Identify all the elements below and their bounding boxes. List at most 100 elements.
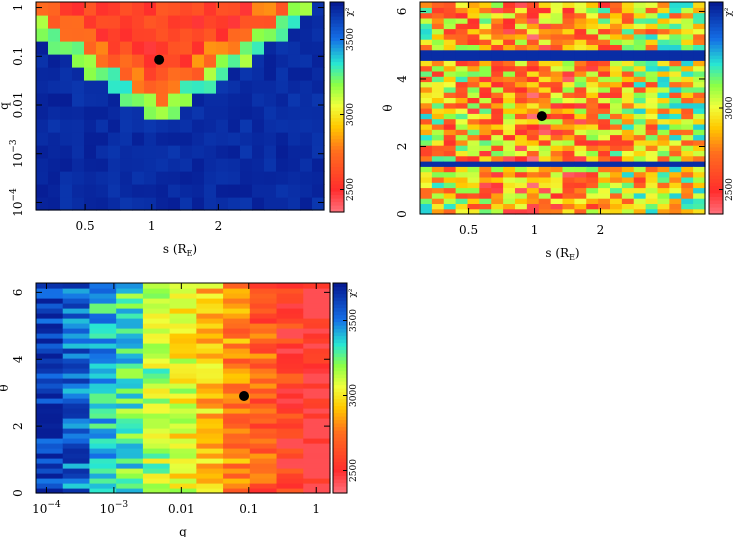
heatmap-cell <box>645 102 659 109</box>
heatmap-cell <box>169 443 197 449</box>
heatmap-cell <box>455 86 469 93</box>
heatmap-cell <box>681 161 694 167</box>
heatmap-cell <box>574 7 587 14</box>
colorbar-swatch <box>333 402 347 407</box>
heatmap-cell <box>515 23 528 30</box>
heatmap-cell <box>693 92 706 98</box>
colorbar-tick-label: 2500 <box>349 459 359 482</box>
heatmap-cell <box>223 413 251 419</box>
heatmap-cell <box>288 158 301 172</box>
heatmap-cell <box>467 182 480 189</box>
heatmap-cell <box>420 192 433 199</box>
heatmap-cell <box>443 134 457 141</box>
heatmap-cell <box>303 338 331 344</box>
heatmap-cell <box>562 118 575 125</box>
heatmap-cell <box>223 318 251 324</box>
colorbar-swatch <box>330 145 344 150</box>
heatmap-cell <box>168 171 181 185</box>
heatmap-cell <box>276 458 304 464</box>
y-tick-label: 10−3 <box>9 139 25 168</box>
heatmap-cell <box>300 184 313 198</box>
heatmap-cell <box>515 129 528 136</box>
heatmap-cell <box>479 97 492 104</box>
heatmap-cell <box>633 81 647 88</box>
heatmap-cell <box>645 28 659 35</box>
heatmap-cell <box>503 192 516 199</box>
heatmap-cell <box>300 54 313 68</box>
heatmap-cell <box>669 7 682 14</box>
heatmap-cell <box>479 123 492 130</box>
heatmap-cell <box>645 176 659 183</box>
heatmap-cell <box>96 28 109 42</box>
heatmap-cell <box>503 134 516 141</box>
heatmap-cell <box>303 293 331 299</box>
heatmap-cell <box>142 338 171 344</box>
heatmap-cell <box>491 44 504 51</box>
heatmap-cell <box>503 113 516 120</box>
heatmap-cell <box>276 398 304 404</box>
heatmap-cell <box>657 23 670 30</box>
heatmap-cell <box>455 155 469 162</box>
heatmap-cell <box>62 473 91 479</box>
colorbar-frame <box>332 282 348 494</box>
heatmap-cell <box>515 55 528 61</box>
heatmap-cell <box>586 2 599 8</box>
heatmap-cell <box>312 145 325 159</box>
heatmap-cell <box>89 448 117 454</box>
heatmap-cell <box>276 184 289 198</box>
colorbar-swatch <box>333 283 347 288</box>
colorbar-swatch <box>333 374 347 379</box>
heatmap-cell <box>455 203 469 210</box>
heatmap-cell <box>633 39 647 45</box>
heatmap-cell <box>303 343 331 349</box>
heatmap-cell <box>264 132 277 146</box>
heatmap-cell <box>633 145 647 151</box>
heatmap-cell <box>431 171 445 178</box>
colorbar-swatch <box>709 178 723 183</box>
x-tick-sup: −4 <box>47 500 61 510</box>
heatmap-cell <box>586 76 599 83</box>
heatmap-cell <box>669 171 682 178</box>
colorbar-swatch <box>709 2 723 7</box>
heatmap-cell <box>48 93 61 107</box>
y-tick-label: 4 <box>11 355 25 363</box>
colorbar-swatch <box>330 37 344 42</box>
heatmap-cell <box>204 145 217 159</box>
heatmap-cell <box>169 408 197 414</box>
heatmap-cell <box>526 171 540 178</box>
heatmap-cell <box>467 166 480 173</box>
heatmap-cell <box>196 473 224 479</box>
heatmap-cell <box>503 150 516 157</box>
heatmap-cell <box>681 12 694 19</box>
heatmap-cell <box>60 106 73 120</box>
colorbar-swatch <box>333 307 347 312</box>
heatmap-cell <box>467 118 480 125</box>
heatmap-cell <box>431 92 445 98</box>
heatmap-cell <box>420 49 433 56</box>
heatmap-cell <box>598 182 611 189</box>
heatmap-cell <box>168 2 181 16</box>
colorbar-swatch <box>709 132 723 137</box>
heatmap-cell <box>586 97 599 104</box>
heatmap-cell <box>491 17 504 24</box>
heatmap-cell <box>443 60 457 67</box>
y-tick-text: 0 <box>11 489 25 497</box>
heatmap-cell <box>36 383 64 389</box>
heatmap-cell <box>420 187 433 194</box>
heatmap-cell <box>610 55 623 61</box>
colorbar-swatch <box>333 318 347 323</box>
heatmap-cell <box>204 197 217 211</box>
heatmap-cell <box>72 80 85 94</box>
heatmap-cell <box>252 67 265 81</box>
heatmap-cell <box>276 363 304 369</box>
heatmap-cell <box>669 81 682 88</box>
heatmap-cell <box>62 313 91 319</box>
heatmap-cell <box>36 348 64 354</box>
heatmap-cell <box>204 80 217 94</box>
colorbar-swatch <box>709 185 723 190</box>
heatmap-cell <box>443 208 457 215</box>
colorbar-swatch <box>330 187 344 192</box>
heatmap-cell <box>526 203 540 210</box>
heatmap-cell <box>196 318 224 324</box>
y-tick-label: 2 <box>11 422 25 430</box>
